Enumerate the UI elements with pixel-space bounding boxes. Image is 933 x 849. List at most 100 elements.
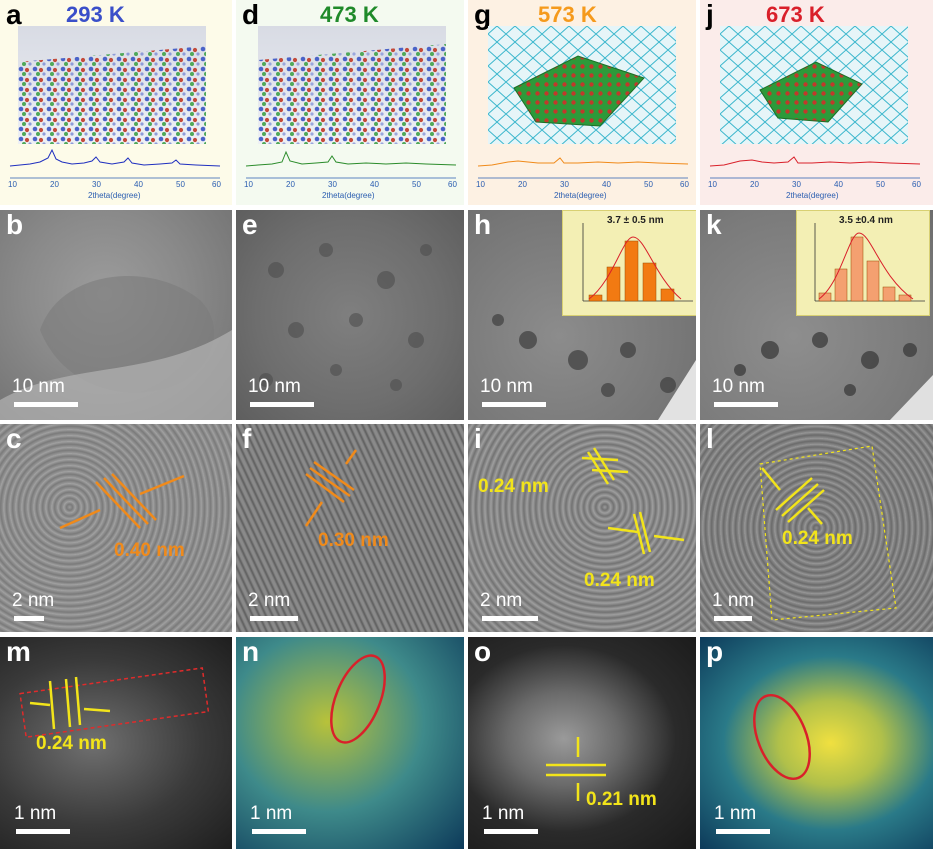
size-distribution-inset: 3.5 ±0.4 nm xyxy=(796,210,930,316)
panel-k: k 3.5 ±0.4 nm 10 nm xyxy=(700,210,933,420)
panel-label: e xyxy=(242,210,258,240)
d-spacing-label: 0.40 nm xyxy=(114,540,185,561)
x-tick: 30 xyxy=(328,180,337,189)
lattice-fringe-markers xyxy=(581,447,685,555)
scale-bar-label: 1 nm xyxy=(712,590,755,611)
x-tick: 60 xyxy=(212,180,221,189)
haadf-image xyxy=(19,667,210,739)
panel-label: f xyxy=(242,424,252,454)
panel-i: i 0.24 nm 0.24 nm 2 nm xyxy=(468,424,696,632)
scale-bar xyxy=(14,616,44,621)
scale-bar xyxy=(484,829,538,834)
scale-bar xyxy=(716,829,770,834)
xrd-pattern xyxy=(245,150,457,179)
panel-d: d 473 K 10 20 30 40 50 60 2theta(degree) xyxy=(236,0,464,205)
scale-bar-label: 10 nm xyxy=(248,376,301,397)
mean-size-label: 3.7 ± 0.5 nm xyxy=(607,215,664,226)
x-axis-label: 2theta(degree) xyxy=(322,191,375,200)
panel-label: g xyxy=(474,0,492,30)
x-tick: 40 xyxy=(602,180,611,189)
x-tick: 50 xyxy=(412,180,421,189)
scale-bar-label: 2 nm xyxy=(480,590,523,611)
x-tick: 20 xyxy=(750,180,759,189)
scale-bar-label: 2 nm xyxy=(248,590,291,611)
d-spacing-label: 0.24 nm xyxy=(584,570,655,591)
panel-a: a 293 K 10 20 30 40 50 60 2theta(degree) xyxy=(0,0,232,205)
scale-bar-label: 2 nm xyxy=(12,590,55,611)
panel-label: l xyxy=(706,424,714,454)
d-spacing-label: 0.24 nm xyxy=(782,528,853,549)
x-tick: 20 xyxy=(286,180,295,189)
crystal-lattice-image xyxy=(18,26,206,144)
x-tick: 10 xyxy=(476,180,485,189)
scale-bar-label: 1 nm xyxy=(482,803,525,824)
d-spacing-label: 0.21 nm xyxy=(586,789,657,810)
panel-label: m xyxy=(6,637,31,667)
size-histogram xyxy=(582,223,693,302)
panel-label: n xyxy=(242,637,260,667)
lattice-fringe-markers xyxy=(304,449,358,527)
x-tick: 60 xyxy=(912,180,921,189)
panel-b: b 10 nm xyxy=(0,210,232,420)
size-distribution-inset: 3.7 ± 0.5 nm xyxy=(562,210,696,316)
panel-j: j 673 K 10 20 30 40 50 60 2theta(degree) xyxy=(700,0,933,205)
nanoparticle-on-graphene-image xyxy=(488,26,676,144)
panel-g: g 573 K 10 20 30 40 50 60 2theta(degree) xyxy=(468,0,696,205)
panel-e: e 10 nm xyxy=(236,210,464,420)
panel-n: n 1 nm xyxy=(236,637,464,849)
x-tick: 30 xyxy=(560,180,569,189)
panel-m: m 0.24 nm 1 nm xyxy=(0,637,232,849)
panel-p: p 1 nm xyxy=(700,637,933,849)
panel-label: i xyxy=(474,424,482,454)
scale-bar xyxy=(14,402,78,407)
x-tick: 10 xyxy=(244,180,253,189)
panel-h: h 3.7 ± 0.5 nm 10 nm xyxy=(468,210,696,420)
temperature-label: 673 K xyxy=(766,2,825,27)
scale-bar xyxy=(714,616,752,621)
panel-label: b xyxy=(6,210,24,240)
xrd-pattern xyxy=(709,156,921,179)
xrd-pattern xyxy=(9,148,221,179)
x-tick: 30 xyxy=(792,180,801,189)
size-histogram xyxy=(814,223,925,302)
scale-bar-label: 1 nm xyxy=(14,803,57,824)
panel-label: c xyxy=(6,424,22,454)
x-tick: 10 xyxy=(8,180,17,189)
x-tick: 40 xyxy=(134,180,143,189)
tem-image xyxy=(734,304,933,420)
panel-o: o 0.21 nm 1 nm xyxy=(468,637,696,849)
x-tick: 30 xyxy=(92,180,101,189)
x-tick: 50 xyxy=(876,180,885,189)
x-tick: 40 xyxy=(834,180,843,189)
scale-bar xyxy=(250,616,298,621)
crystal-lattice-image xyxy=(258,26,446,144)
panel-c: c 0.40 nm 2 nm xyxy=(0,424,232,632)
scale-bar xyxy=(250,402,314,407)
scale-bar xyxy=(714,402,778,407)
lattice-fringe-markers xyxy=(759,445,897,621)
xrd-pattern xyxy=(477,157,689,179)
x-tick: 20 xyxy=(50,180,59,189)
d-spacing-label: 0.30 nm xyxy=(318,530,389,551)
scale-bar-label: 1 nm xyxy=(250,803,293,824)
panel-l: l 0.24 nm 1 nm xyxy=(700,424,933,632)
nanoparticle-on-graphene-image xyxy=(720,26,908,144)
x-axis-label: 2theta(degree) xyxy=(88,191,141,200)
d-spacing-label: 0.24 nm xyxy=(36,733,107,754)
x-axis-label: 2theta(degree) xyxy=(786,191,839,200)
x-tick: 50 xyxy=(644,180,653,189)
tem-image xyxy=(259,243,432,391)
panel-label: p xyxy=(706,637,724,667)
scale-bar xyxy=(482,616,538,621)
haadf-image xyxy=(546,737,606,801)
x-tick: 10 xyxy=(708,180,717,189)
scale-bar-label: 10 nm xyxy=(12,376,65,397)
panel-label: d xyxy=(242,0,260,30)
panel-label: a xyxy=(6,0,22,30)
tem-image xyxy=(492,314,696,420)
panel-label: h xyxy=(474,210,492,240)
scale-bar xyxy=(482,402,546,407)
panel-label: o xyxy=(474,637,492,667)
x-tick: 60 xyxy=(680,180,689,189)
scale-bar-label: 10 nm xyxy=(480,376,533,397)
